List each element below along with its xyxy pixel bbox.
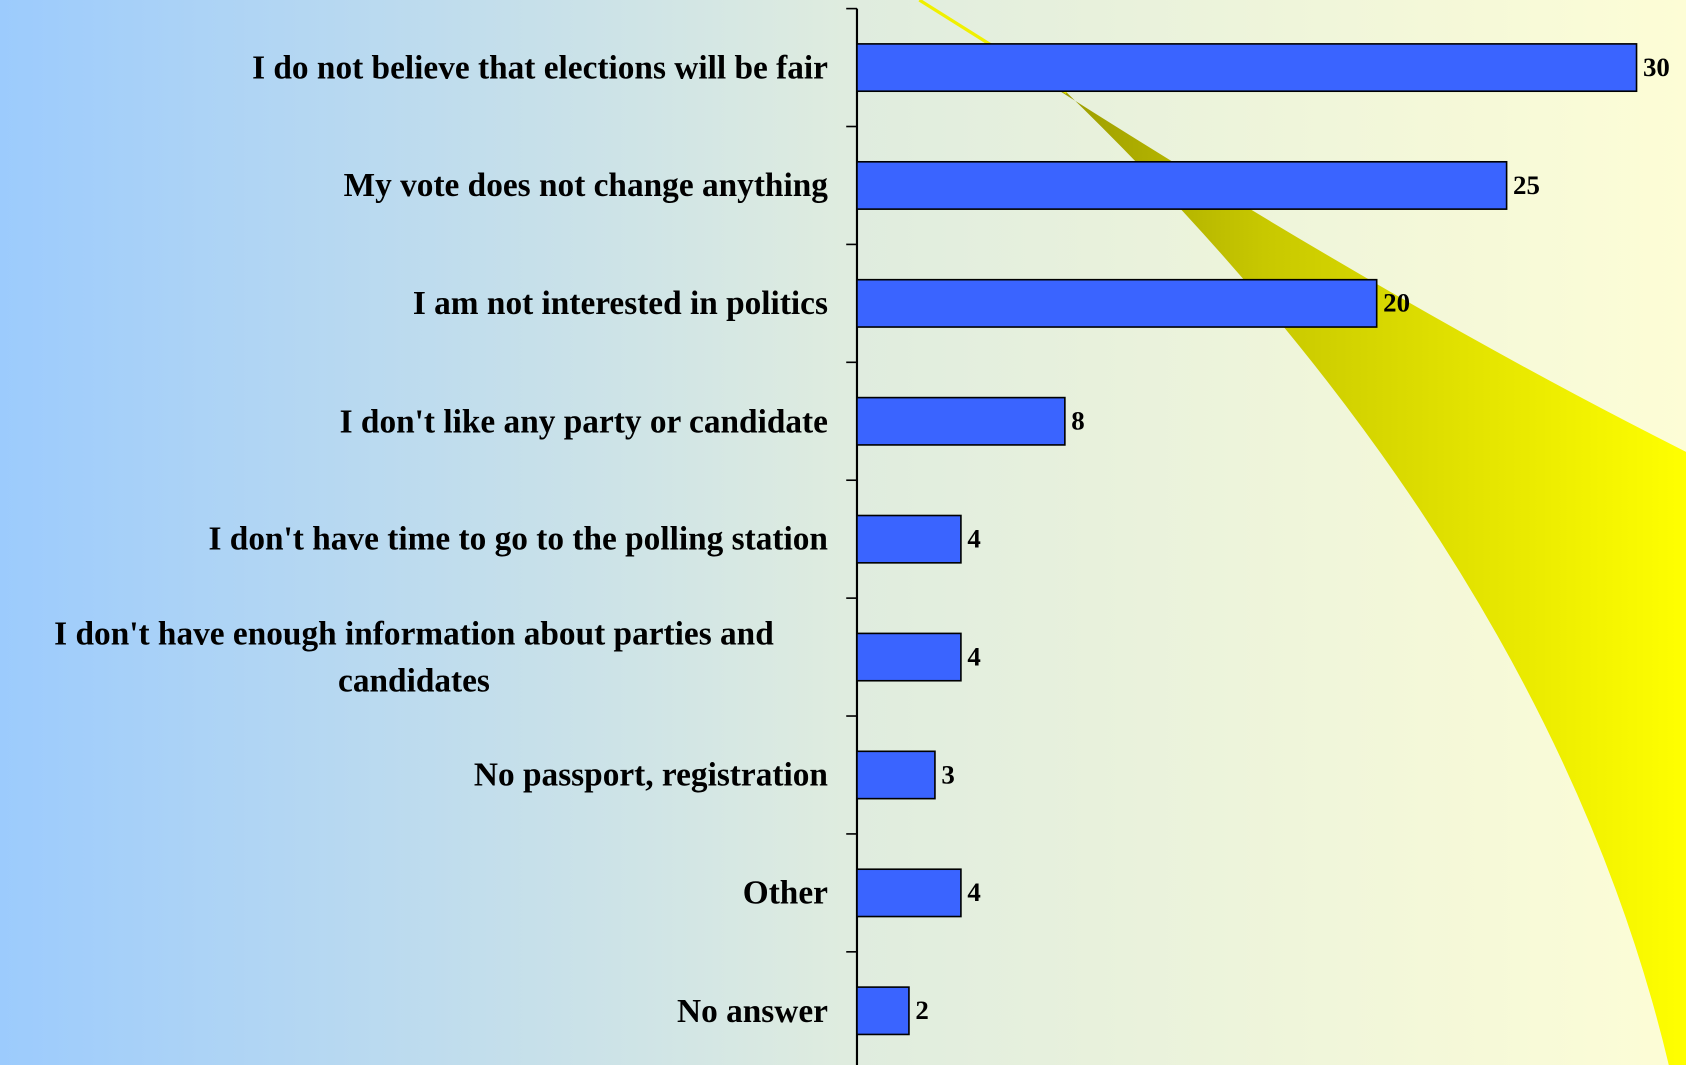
category-label-box: I do not believe that elections will be …	[0, 14, 828, 122]
value-label: 2	[915, 995, 928, 1025]
category-label-box: I don't like any party or candidate	[0, 367, 828, 475]
value-label: 4	[967, 877, 980, 907]
category-label-wrap: No answer	[0, 957, 828, 1065]
category-label-box: My vote does not change anything	[0, 132, 828, 240]
category-label-wrap: I don't have time to go to the polling s…	[0, 485, 828, 593]
bar	[856, 396, 1066, 446]
bar	[856, 278, 1378, 328]
category-label-box: I don't have enough information about pa…	[0, 603, 828, 711]
bar	[856, 986, 910, 1036]
category-label-box: No answer	[0, 957, 828, 1065]
value-label: 25	[1513, 170, 1540, 200]
category-label: I am not interested in politics	[412, 284, 828, 322]
value-label: 8	[1071, 406, 1084, 436]
category-label-box: No passport, registration	[0, 721, 828, 829]
category-label: No passport, registration	[473, 755, 828, 794]
category-label: I don't like any party or candidate	[339, 401, 828, 440]
bar	[856, 750, 936, 800]
category-label: I don't have enough information about pa…	[54, 614, 774, 700]
bar	[856, 868, 962, 918]
bar	[856, 632, 962, 682]
category-label-box: Other	[0, 839, 828, 947]
category-label: My vote does not change anything	[343, 166, 828, 204]
value-label: 30	[1643, 52, 1670, 82]
category-label-wrap: I don't have enough information about pa…	[0, 603, 828, 711]
category-label: No answer	[677, 991, 828, 1030]
bar	[856, 43, 1638, 93]
category-label-wrap: No passport, registration	[0, 721, 828, 829]
category-label-wrap: I do not believe that elections will be …	[0, 14, 828, 122]
category-label-box: I am not interested in politics	[0, 250, 828, 358]
category-label-box: I don't have time to go to the polling s…	[0, 485, 828, 593]
category-label-wrap: My vote does not change anything	[0, 132, 828, 240]
value-label: 3	[941, 759, 954, 789]
category-label-wrap: I am not interested in politics	[0, 250, 828, 358]
category-label-wrap: I don't like any party or candidate	[0, 367, 828, 475]
bar	[856, 514, 962, 564]
category-label: Other	[742, 873, 828, 912]
category-label: I don't have time to go to the polling s…	[208, 519, 828, 558]
category-label-wrap: Other	[0, 839, 828, 947]
value-label: 20	[1383, 288, 1410, 318]
decorative-swoosh	[919, 0, 1686, 1065]
category-label: I do not believe that elections will be …	[252, 48, 828, 86]
value-label: 4	[967, 641, 980, 671]
bar	[856, 160, 1508, 210]
value-label: 4	[967, 523, 980, 553]
